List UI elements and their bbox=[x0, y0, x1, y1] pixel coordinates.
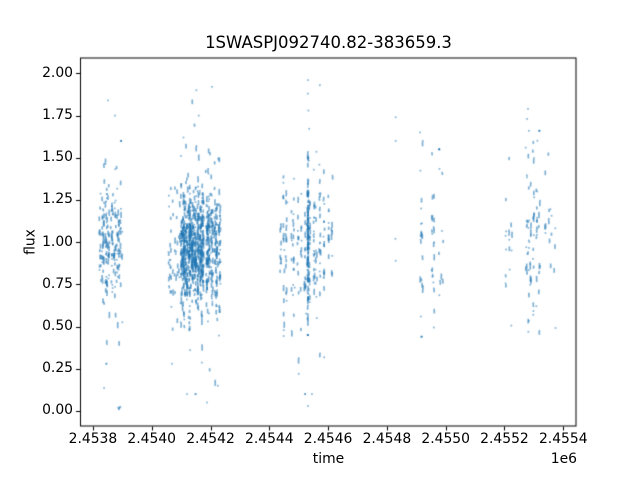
x-tick-label: 2.4552 bbox=[480, 431, 529, 447]
y-tick-label: 1.25 bbox=[42, 191, 73, 208]
y-tick-label: 2.00 bbox=[42, 64, 73, 81]
x-tick-label: 2.4554 bbox=[538, 431, 588, 447]
x-tick-label: 2.4550 bbox=[421, 431, 470, 447]
x-axis-offset-text: 1e6 bbox=[550, 451, 577, 467]
y-tick-label: 0.00 bbox=[42, 402, 73, 419]
x-tick-label: 2.4548 bbox=[362, 431, 412, 447]
plot-title: 1SWASPJ092740.82-383659.3 bbox=[205, 33, 452, 52]
x-tick-label: 2.4542 bbox=[186, 431, 235, 447]
y-tick-label: 1.00 bbox=[42, 233, 73, 250]
x-tick-label: 2.4546 bbox=[303, 431, 353, 447]
y-tick-label: 0.25 bbox=[42, 360, 73, 377]
x-tick-label: 2.4544 bbox=[244, 431, 294, 447]
x-axis-label: time bbox=[312, 451, 345, 467]
x-tick-label: 2.4538 bbox=[68, 431, 118, 447]
y-tick-label: 1.50 bbox=[42, 149, 73, 166]
y-tick-label: 0.75 bbox=[42, 275, 73, 292]
y-tick-label: 0.50 bbox=[42, 318, 73, 335]
x-tick-label: 2.4540 bbox=[127, 431, 177, 447]
y-tick-label: 1.75 bbox=[42, 107, 73, 124]
